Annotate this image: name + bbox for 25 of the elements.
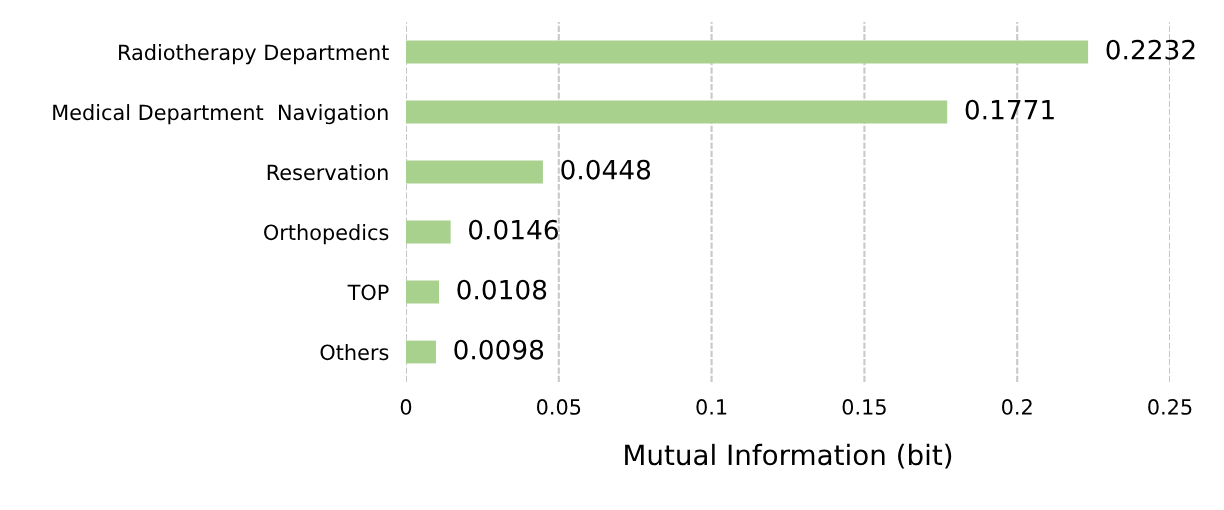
y-tick-label: Radiotherapy Department — [119, 44, 389, 65]
data-label: 0.1771 — [965, 99, 1054, 120]
x-tick-label: 0.15 — [842, 399, 886, 415]
x-axis-title: Mutual Information (bit) — [625, 443, 952, 469]
data-label: 0.0448 — [561, 159, 651, 180]
bar — [406, 340, 436, 364]
y-tick-label: Reservation — [267, 164, 388, 181]
data-label: 0.0098 — [454, 339, 544, 360]
x-tick-label: 0 — [400, 399, 412, 415]
bar — [406, 220, 451, 244]
x-tick-label: 0.25 — [1148, 399, 1192, 415]
y-tick-label: TOP — [347, 284, 389, 301]
y-tick-label: Others — [320, 344, 389, 361]
data-label: 0.2232 — [1106, 39, 1195, 60]
x-tick-label: 0.1 — [696, 399, 727, 415]
x-tick-label: 0.05 — [536, 399, 581, 415]
x-tick-label: 0.2 — [1002, 399, 1032, 415]
bar — [406, 100, 948, 124]
bar — [406, 40, 1089, 64]
y-tick-label: Orthopedics — [264, 224, 389, 245]
bar — [406, 280, 439, 304]
data-label: 0.0108 — [457, 279, 547, 300]
y-tick-label: Medical Department Navigation — [53, 104, 388, 125]
bar — [406, 160, 543, 184]
data-label: 0.0146 — [469, 219, 558, 240]
